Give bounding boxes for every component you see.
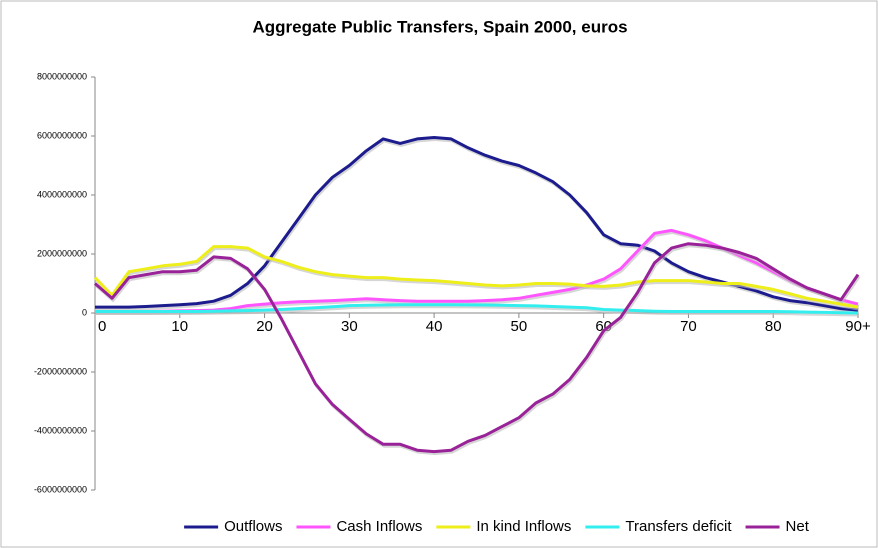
y-tick-label: -6000000000 [34,484,87,494]
legend-label: In kind Inflows [476,518,571,535]
y-tick-label: 8000000000 [37,71,87,81]
x-tick-label: 50 [511,318,528,335]
y-tick-label: -2000000000 [34,366,87,376]
legend-label: Net [786,518,810,535]
x-tick-label: 30 [341,318,358,335]
x-tick-label: 40 [426,318,443,335]
series-line [94,242,860,454]
chart-title: Aggregate Public Transfers, Spain 2000, … [252,17,627,36]
legend-label: Outflows [224,518,282,535]
x-tick-label: 10 [171,318,188,335]
y-tick-label: -4000000000 [34,425,87,435]
legend-label: Transfers deficit [625,518,732,535]
y-tick-label: 2000000000 [37,248,87,258]
x-tick-label: 70 [680,318,697,335]
series-shadow [96,305,860,317]
x-tick-label: 0 [98,318,106,335]
x-tick-label: 80 [765,318,782,335]
x-tick-label: 90+ [845,318,871,335]
series-shadow [94,247,860,311]
series-line [93,245,859,309]
y-tick-label: 6000000000 [37,130,87,140]
series-shadow [95,244,861,456]
legend-label: Cash Inflows [336,518,422,535]
y-tick-label: 4000000000 [37,189,87,199]
x-tick-label: 20 [256,318,273,335]
y-tick-label: 0 [82,307,87,317]
series-line [95,303,859,315]
